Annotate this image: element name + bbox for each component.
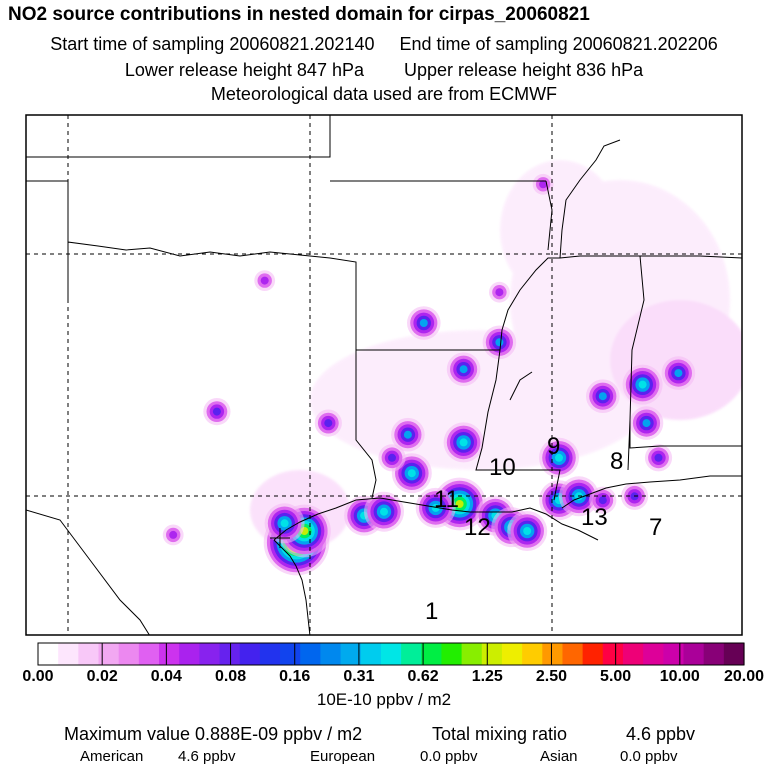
texas-coast	[273, 539, 311, 635]
asian-value: 0.0 ppbv	[620, 748, 678, 765]
european-label: European	[310, 748, 376, 765]
colorbar-tick-label: 10.00	[659, 668, 700, 685]
gulf-coastline	[273, 475, 742, 541]
hotspot-contour	[598, 392, 607, 401]
met-data-label: Meteorological data used are from ECMWF	[210, 84, 558, 104]
lat-lon-grid	[26, 115, 742, 635]
chart-title: NO2 source contributions in nested domai…	[8, 4, 590, 25]
hotspot-layer	[162, 173, 696, 576]
region-label-8: 8	[610, 448, 624, 475]
region-label-9: 9	[547, 433, 561, 460]
hotspot-contour	[419, 319, 428, 327]
region-label-11: 11	[434, 486, 459, 513]
european-value: 0.0 ppbv	[420, 748, 478, 765]
colorbar-unit: 10E-10 ppbv / m2	[316, 690, 452, 709]
start-time-label: Start time of sampling 20060821.202140	[50, 34, 375, 54]
total-mixing-label: Total mixing ratio	[432, 724, 568, 744]
colorbar-tick-label: 1.25	[471, 668, 503, 685]
colorbar-tick-label: 5.00	[600, 668, 632, 685]
hotspot-contour	[459, 438, 468, 447]
hotspot-contour	[388, 453, 396, 462]
hotspot-contour	[642, 419, 651, 428]
hotspot-contour	[523, 527, 532, 535]
upper-release-label: Upper release height 836 hPa	[404, 60, 644, 80]
region-label-10: 10	[489, 454, 516, 481]
colorbar-tick-label: 0.62	[407, 668, 439, 685]
release-heights: Lower release height 847 hPa Upper relea…	[0, 60, 768, 81]
region-label-7: 7	[649, 514, 663, 541]
hotspot-contour	[169, 530, 178, 539]
colorbar-tick-label: 0.04	[150, 668, 182, 685]
american-label: American	[80, 748, 144, 765]
hotspot-contour	[212, 407, 221, 416]
lower-release-label: Lower release height 847 hPa	[124, 60, 364, 80]
hotspot-contour	[260, 276, 269, 285]
hotspot-contour	[495, 288, 504, 297]
colorbar-tick-label: 0.02	[86, 668, 118, 685]
hotspot-contour	[380, 507, 388, 516]
colorbar-tick-label: 20.00	[723, 668, 765, 685]
hotspot-contour	[495, 338, 504, 347]
hotspot-contour	[459, 365, 468, 374]
colorbar-tick-label: 0.08	[214, 668, 247, 685]
hotspot-contour	[280, 519, 289, 528]
end-time-label: End time of sampling 20060821.202206	[399, 34, 718, 54]
colorbar-tick-label: 0.16	[279, 668, 311, 685]
total-mixing-value: 4.6 ppbv	[626, 724, 696, 744]
region-label-12: 12	[464, 514, 491, 541]
maximum-value: Maximum value 0.888E-09 ppbv / m2	[64, 724, 363, 744]
source-marker	[270, 528, 290, 548]
hotspot-contour	[431, 503, 440, 512]
colorbar-tick-label: 2.50	[535, 668, 568, 685]
hotspot-contour	[555, 453, 563, 462]
hotspot-contour	[455, 500, 464, 508]
region-label-1: 1	[425, 598, 439, 625]
region-label-13: 13	[581, 504, 608, 531]
colorbar-tick-label: 0.00	[22, 668, 54, 685]
asian-label: Asian	[540, 748, 578, 765]
hotspot-contour	[407, 469, 416, 478]
hotspot-contour	[674, 369, 683, 378]
hotspot-contour	[638, 380, 647, 389]
colorbar-tick-label: 0.31	[343, 668, 375, 685]
hotspot-contour	[539, 180, 548, 189]
plot-frame	[25, 114, 743, 636]
american-value: 4.6 ppbv	[178, 748, 236, 765]
sampling-times: Start time of sampling 20060821.202140 E…	[0, 34, 768, 55]
hotspot-contour	[324, 419, 333, 428]
hotspot-contour	[654, 453, 663, 462]
mexico-border	[26, 509, 150, 635]
hotspot-contour	[598, 496, 607, 505]
hotspot-contour	[403, 430, 412, 439]
